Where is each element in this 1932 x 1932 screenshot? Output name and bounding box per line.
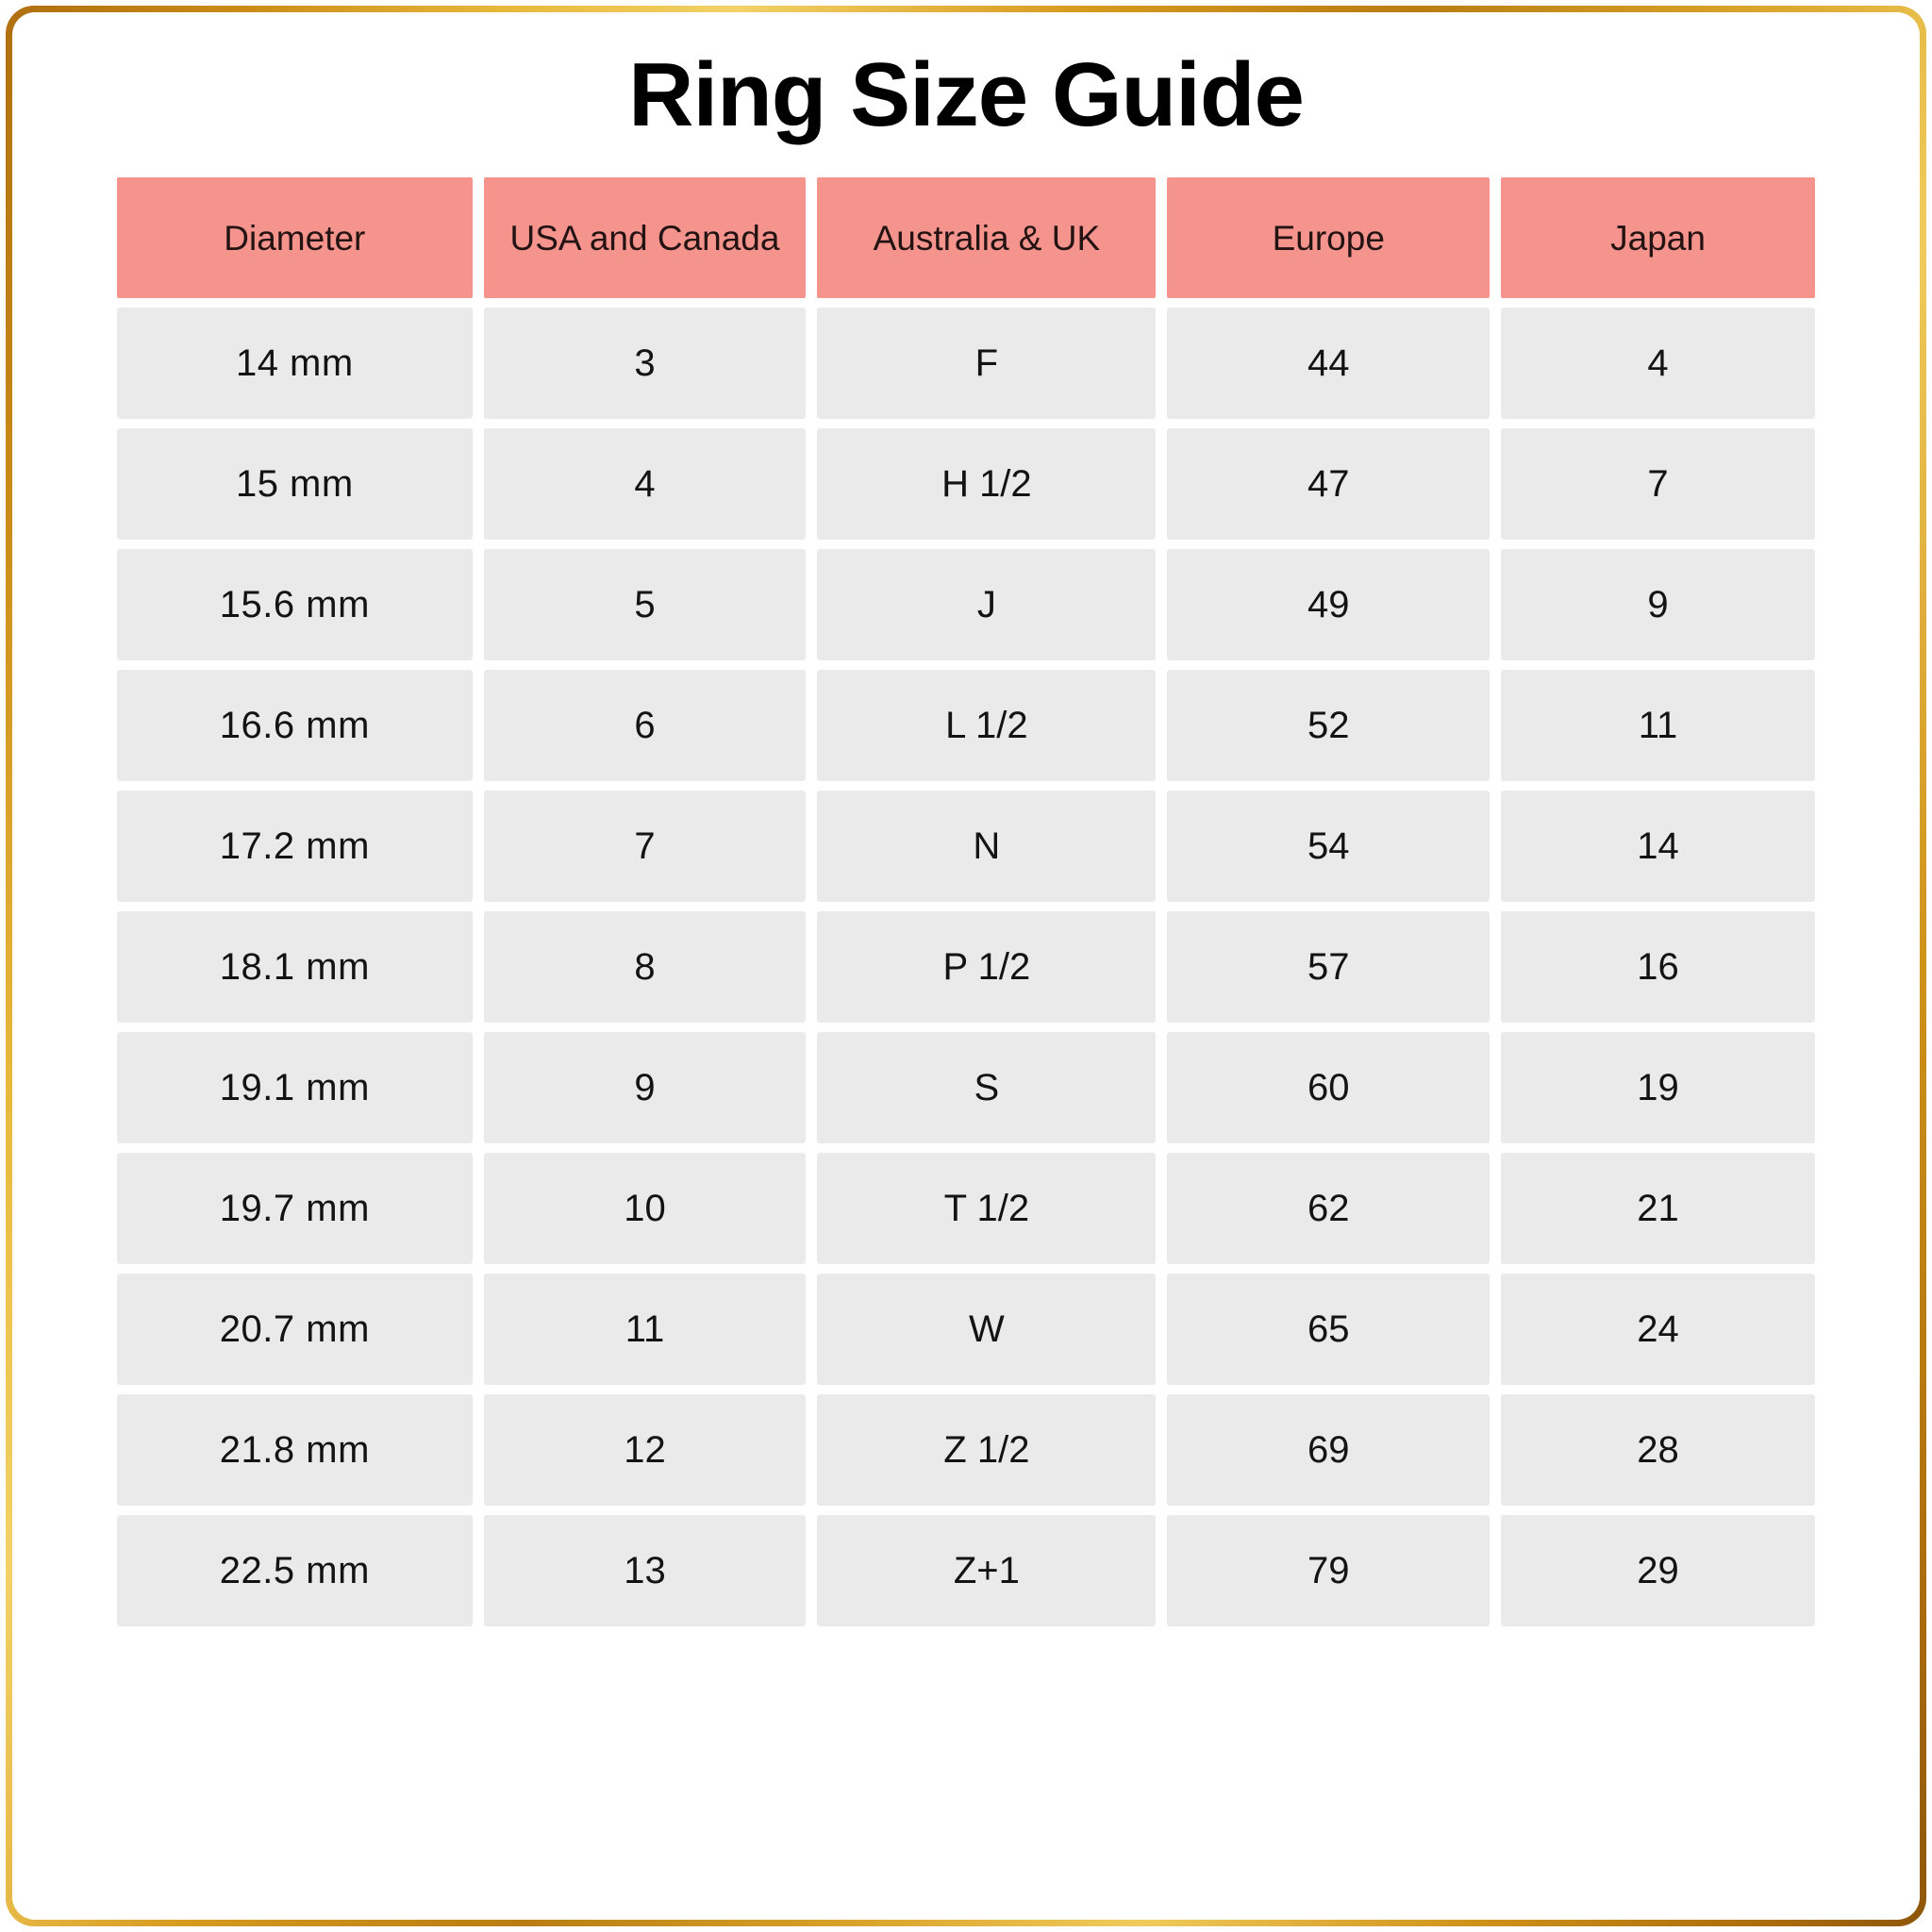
cell-australia-uk: L 1/2	[817, 670, 1157, 782]
cell-europe: 69	[1167, 1394, 1491, 1507]
cell-australia-uk: S	[817, 1032, 1157, 1144]
cell-japan: 21	[1501, 1153, 1815, 1265]
table-row: 21.8 mm 12 Z 1/2 69 28	[117, 1394, 1815, 1507]
table-row: 15.6 mm 5 J 49 9	[117, 549, 1815, 661]
table-row: 16.6 mm 6 L 1/2 52 11	[117, 670, 1815, 782]
cell-diameter: 19.7 mm	[117, 1153, 473, 1265]
cell-japan: 11	[1501, 670, 1815, 782]
cell-japan: 19	[1501, 1032, 1815, 1144]
cell-europe: 79	[1167, 1515, 1491, 1627]
cell-usa-canada: 6	[483, 670, 807, 782]
cell-australia-uk: T 1/2	[817, 1153, 1157, 1265]
table-row: 19.1 mm 9 S 60 19	[117, 1032, 1815, 1144]
cell-europe: 54	[1167, 791, 1491, 903]
table-row: 14 mm 3 F 44 4	[117, 308, 1815, 420]
cell-europe: 47	[1167, 428, 1491, 541]
cell-japan: 24	[1501, 1274, 1815, 1386]
page-title: Ring Size Guide	[628, 44, 1305, 145]
page-content: Ring Size Guide Diameter USA and Canada …	[11, 11, 1921, 1921]
cell-diameter: 20.7 mm	[117, 1274, 473, 1386]
cell-australia-uk: P 1/2	[817, 911, 1157, 1024]
ring-size-table: Diameter USA and Canada Australia & UK E…	[106, 168, 1826, 1636]
cell-australia-uk: Z+1	[817, 1515, 1157, 1627]
cell-australia-uk: W	[817, 1274, 1157, 1386]
cell-japan: 29	[1501, 1515, 1815, 1627]
cell-europe: 62	[1167, 1153, 1491, 1265]
cell-usa-canada: 3	[483, 308, 807, 420]
cell-europe: 52	[1167, 670, 1491, 782]
cell-usa-canada: 13	[483, 1515, 807, 1627]
cell-usa-canada: 11	[483, 1274, 807, 1386]
cell-australia-uk: N	[817, 791, 1157, 903]
table-row: 20.7 mm 11 W 65 24	[117, 1274, 1815, 1386]
cell-europe: 44	[1167, 308, 1491, 420]
cell-usa-canada: 7	[483, 791, 807, 903]
cell-japan: 14	[1501, 791, 1815, 903]
column-header-japan: Japan	[1501, 177, 1815, 299]
table-row: 22.5 mm 13 Z+1 79 29	[117, 1515, 1815, 1627]
table-row: 18.1 mm 8 P 1/2 57 16	[117, 911, 1815, 1024]
cell-europe: 60	[1167, 1032, 1491, 1144]
cell-europe: 57	[1167, 911, 1491, 1024]
cell-diameter: 21.8 mm	[117, 1394, 473, 1507]
cell-diameter: 14 mm	[117, 308, 473, 420]
table-header: Diameter USA and Canada Australia & UK E…	[117, 177, 1815, 299]
table-row: 17.2 mm 7 N 54 14	[117, 791, 1815, 903]
cell-diameter: 19.1 mm	[117, 1032, 473, 1144]
cell-usa-canada: 9	[483, 1032, 807, 1144]
table-row: 19.7 mm 10 T 1/2 62 21	[117, 1153, 1815, 1265]
cell-japan: 9	[1501, 549, 1815, 661]
cell-diameter: 16.6 mm	[117, 670, 473, 782]
cell-europe: 49	[1167, 549, 1491, 661]
cell-usa-canada: 12	[483, 1394, 807, 1507]
cell-usa-canada: 4	[483, 428, 807, 541]
column-header-diameter: Diameter	[117, 177, 473, 299]
cell-usa-canada: 5	[483, 549, 807, 661]
cell-diameter: 15.6 mm	[117, 549, 473, 661]
cell-usa-canada: 10	[483, 1153, 807, 1265]
cell-diameter: 15 mm	[117, 428, 473, 541]
cell-australia-uk: F	[817, 308, 1157, 420]
cell-diameter: 17.2 mm	[117, 791, 473, 903]
cell-europe: 65	[1167, 1274, 1491, 1386]
cell-australia-uk: J	[817, 549, 1157, 661]
table-row: 15 mm 4 H 1/2 47 7	[117, 428, 1815, 541]
cell-japan: 28	[1501, 1394, 1815, 1507]
cell-usa-canada: 8	[483, 911, 807, 1024]
cell-diameter: 18.1 mm	[117, 911, 473, 1024]
cell-japan: 4	[1501, 308, 1815, 420]
column-header-australia-uk: Australia & UK	[817, 177, 1157, 299]
column-header-usa-canada: USA and Canada	[483, 177, 807, 299]
cell-japan: 16	[1501, 911, 1815, 1024]
cell-japan: 7	[1501, 428, 1815, 541]
cell-australia-uk: H 1/2	[817, 428, 1157, 541]
column-header-europe: Europe	[1167, 177, 1491, 299]
cell-diameter: 22.5 mm	[117, 1515, 473, 1627]
table-header-row: Diameter USA and Canada Australia & UK E…	[117, 177, 1815, 299]
cell-australia-uk: Z 1/2	[817, 1394, 1157, 1507]
table-body: 14 mm 3 F 44 4 15 mm 4 H 1/2 47 7 15.6 m…	[117, 308, 1815, 1627]
